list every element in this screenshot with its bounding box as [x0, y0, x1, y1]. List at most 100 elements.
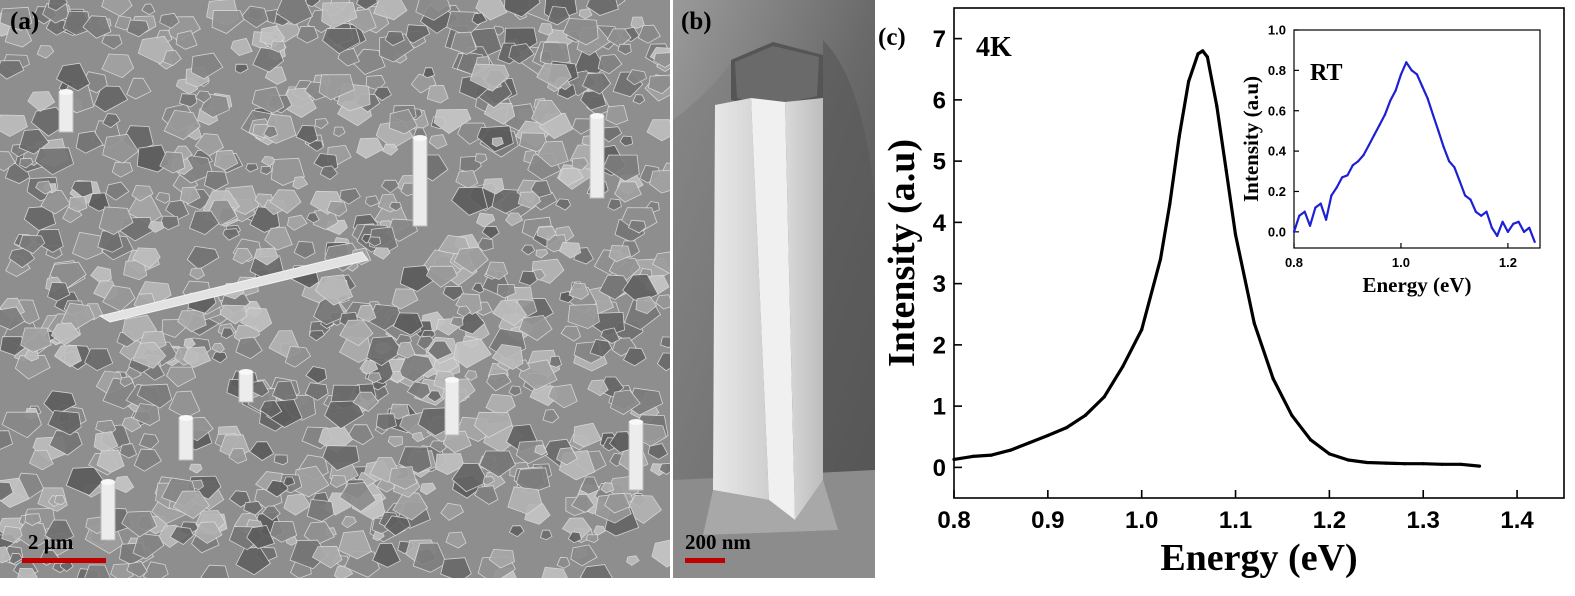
main-ytick-label: 1 — [933, 394, 946, 421]
pl-spectrum-chart: 0.8 0.9 1.0 1.1 1.2 1.3 1.4 0 1 2 3 4 5 6 7 Energy (eV)… — [881, 7, 1565, 579]
inset-ylabel: Intensity (a.u) — [1239, 76, 1263, 202]
inset-data-point — [1399, 73, 1403, 76]
inset-data-point — [1410, 69, 1413, 72]
main-data-point — [1083, 413, 1087, 417]
main-data-point — [1421, 462, 1425, 466]
pl-spectrum-panel: (c) 0.8 0.9 1.0 1.1 1.2 1.3 1.4 0 1 2 3 4 5 6 7 Energy … — [876, 0, 1575, 596]
inset-data-point — [1506, 230, 1509, 233]
inset-data-point — [1346, 174, 1349, 177]
main-data-point — [1459, 462, 1463, 466]
inset-data-point — [1437, 129, 1440, 132]
scale-bar-b — [685, 558, 725, 563]
main-data-point — [1440, 462, 1444, 466]
sem-overview-texture — [0, 0, 670, 578]
scale-bar-a-label: 2 µm — [28, 530, 74, 554]
inset-data-point — [1512, 222, 1515, 225]
scale-bar-b-label: 200 nm — [685, 530, 751, 554]
inset-xtick-label: 0.8 — [1285, 255, 1303, 270]
main-data-point — [1008, 448, 1012, 452]
main-ytick-label: 7 — [933, 26, 946, 53]
inset-ytick-label: 0.8 — [1268, 63, 1286, 78]
main-series-line — [953, 49, 1480, 468]
main-data-point — [1201, 49, 1205, 53]
inset-ytick-label: 0.4 — [1268, 144, 1287, 159]
inset-data-point — [1298, 214, 1301, 217]
main-data-point — [1477, 464, 1482, 468]
main-ytick-label: 3 — [933, 271, 946, 298]
panel-c-label: (c) — [878, 24, 906, 51]
inset-ytick-label: 0.2 — [1268, 184, 1286, 199]
inset-data-point — [1426, 97, 1429, 100]
main-data-point — [1140, 328, 1144, 332]
inset-data-point — [1501, 220, 1504, 223]
main-data-point — [1065, 426, 1069, 430]
inset-data-point — [1351, 164, 1354, 167]
inset-data-point — [1458, 180, 1461, 183]
main-data-point — [1177, 135, 1181, 139]
main-xtick-label: 0.8 — [937, 507, 970, 534]
inset-data-point — [1415, 73, 1419, 76]
nanowire-closeup-drawing — [673, 0, 875, 578]
inset-data-point — [1394, 89, 1397, 92]
main-xlabel: Energy (eV) — [1160, 537, 1357, 579]
inset-data-point — [1480, 214, 1483, 217]
main-annotation: 4K — [976, 32, 1012, 63]
inset-data-point — [1431, 113, 1435, 116]
main-xtick-label: 1.0 — [1125, 507, 1158, 534]
inset-data-point — [1314, 206, 1317, 209]
main-xtick-label: 1.1 — [1219, 507, 1252, 534]
main-data-point — [1046, 433, 1050, 438]
inset-data-point — [1367, 144, 1370, 147]
inset-ytick-label: 1.0 — [1268, 23, 1286, 38]
inset-data-point — [1528, 226, 1531, 229]
inset-data-point — [1383, 113, 1386, 116]
inset-data-point — [1448, 160, 1451, 163]
main-data-point — [1290, 413, 1294, 417]
inset-data-point — [1453, 166, 1456, 169]
inset-data-point — [1442, 146, 1445, 149]
main-ytick-label: 5 — [933, 149, 946, 176]
main-data-point — [1187, 79, 1191, 84]
inset-data-point — [1330, 194, 1333, 197]
inset-data-point — [1357, 160, 1360, 163]
inset-data-point — [1496, 234, 1499, 237]
inset-data-point — [1389, 99, 1392, 102]
main-data-point — [1196, 52, 1200, 56]
main-xtick-label: 0.9 — [1031, 507, 1064, 534]
main-data-point — [1271, 377, 1275, 381]
main-data-point — [1233, 233, 1238, 237]
main-data-point — [1027, 441, 1031, 445]
inset-data-point — [1490, 226, 1493, 229]
inset-data-point — [1474, 210, 1477, 213]
panel-a-label: (a) — [10, 8, 40, 35]
main-ylabel: Intensity (a.u) — [881, 139, 923, 367]
inset-data-point — [1405, 61, 1408, 64]
main-data-point — [1327, 452, 1331, 456]
main-xtick-label: 1.3 — [1407, 507, 1440, 534]
main-ytick-label: 2 — [933, 332, 946, 359]
inset-data-point — [1485, 210, 1488, 213]
main-data-point — [1365, 460, 1369, 465]
main-data-point — [1309, 438, 1313, 442]
main-data-point — [1168, 202, 1172, 206]
inset-data-point — [1292, 230, 1296, 233]
main-data-point — [1402, 462, 1407, 466]
inset-data-point — [1335, 186, 1338, 189]
main-data-point — [952, 457, 956, 461]
main-data-point — [1346, 458, 1350, 462]
inset-data-point — [1319, 202, 1322, 205]
sem-image-overview: (a) 2 µm — [0, 0, 670, 578]
inset-ytick-label: 0.6 — [1268, 103, 1286, 118]
inset-xtick-label: 1.2 — [1499, 255, 1517, 270]
inset-data-point — [1378, 123, 1381, 126]
panel-b-label: (b) — [681, 8, 712, 35]
inset-annotation: RT — [1310, 60, 1343, 86]
inset-xlabel: Energy (eV) — [1362, 273, 1471, 297]
inset-data-point — [1341, 176, 1344, 179]
inset-data-point — [1421, 85, 1424, 88]
main-data-point — [1205, 55, 1209, 59]
inset-data-point — [1308, 224, 1312, 227]
inset-data-point — [1362, 154, 1365, 157]
main-xtick-label: 1.4 — [1500, 507, 1534, 534]
inset-data-point — [1517, 220, 1520, 223]
